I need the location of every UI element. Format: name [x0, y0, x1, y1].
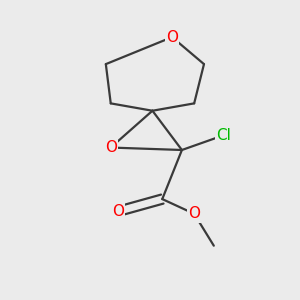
- Text: O: O: [166, 30, 178, 45]
- Text: Cl: Cl: [216, 128, 231, 143]
- Text: O: O: [112, 204, 124, 219]
- Text: O: O: [188, 206, 200, 221]
- Text: O: O: [105, 140, 117, 155]
